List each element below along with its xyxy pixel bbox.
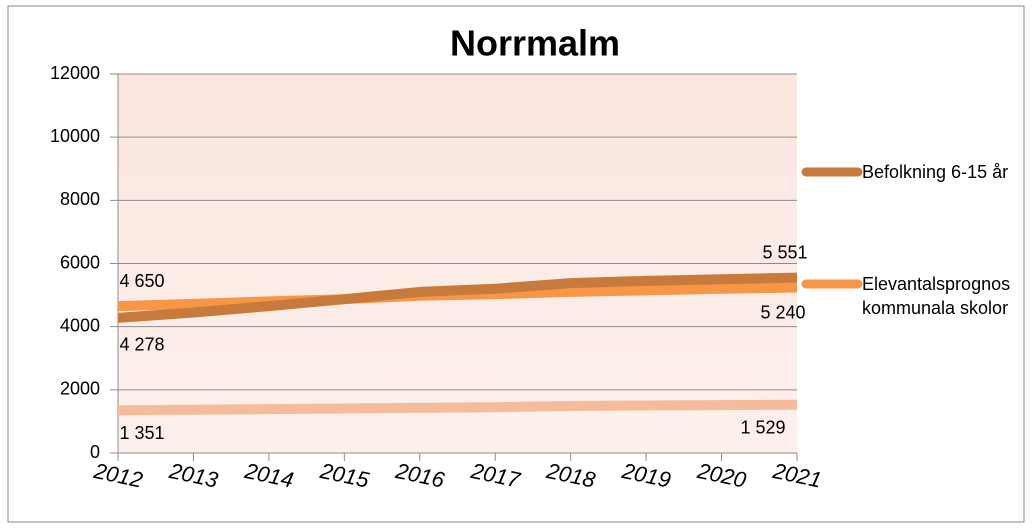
legend-label: Elevantalsprognos kommunala skolor (862, 274, 1011, 318)
data-label: 1 351 (119, 423, 164, 443)
data-label: 5 240 (760, 302, 805, 322)
data-label: 1 529 (740, 417, 785, 437)
line-series (117, 399, 798, 416)
y-tick-label: 6000 (60, 252, 100, 272)
y-tick-label: 8000 (60, 189, 100, 209)
legend-label: Befolkning 6-15 år (862, 162, 1009, 182)
y-tick-label: 0 (90, 442, 100, 462)
line-series (117, 272, 798, 323)
data-label: 4 278 (119, 335, 164, 355)
y-tick-label: 2000 (60, 379, 100, 399)
data-label: 4 650 (119, 271, 164, 291)
y-tick-label: 10000 (50, 126, 100, 146)
y-tick-label: 4000 (60, 315, 100, 335)
chart-title: Norrmalm (450, 23, 620, 64)
y-tick-label: 12000 (50, 63, 100, 83)
data-label: 5 551 (762, 242, 807, 262)
